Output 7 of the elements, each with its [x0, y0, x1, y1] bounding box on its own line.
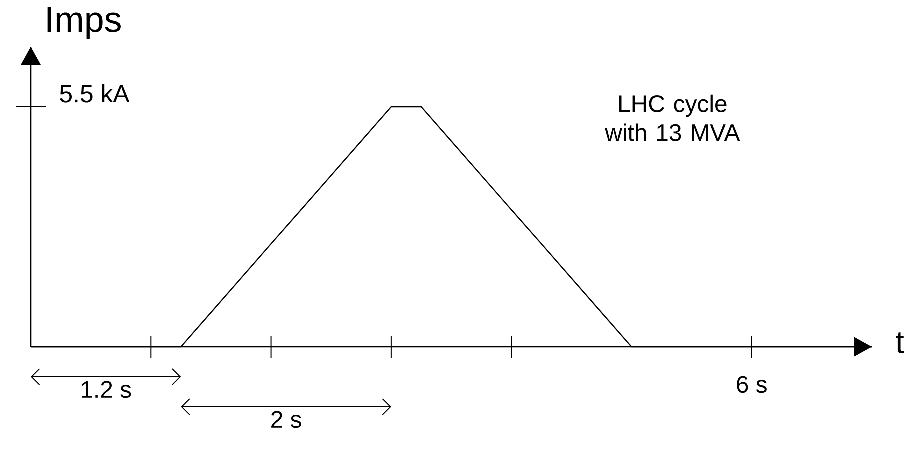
- annotation: LHC cycle with 13 MVA: [605, 94, 740, 142]
- text: 1.2 s: [82, 381, 132, 398]
- text: 2 s: [272, 411, 302, 428]
- x-axis-title: t: [896, 332, 904, 354]
- text: 5.5 kA: [60, 84, 130, 103]
- text: 6 s: [737, 376, 767, 394]
- y-axis-title: Imps: [48, 7, 121, 40]
